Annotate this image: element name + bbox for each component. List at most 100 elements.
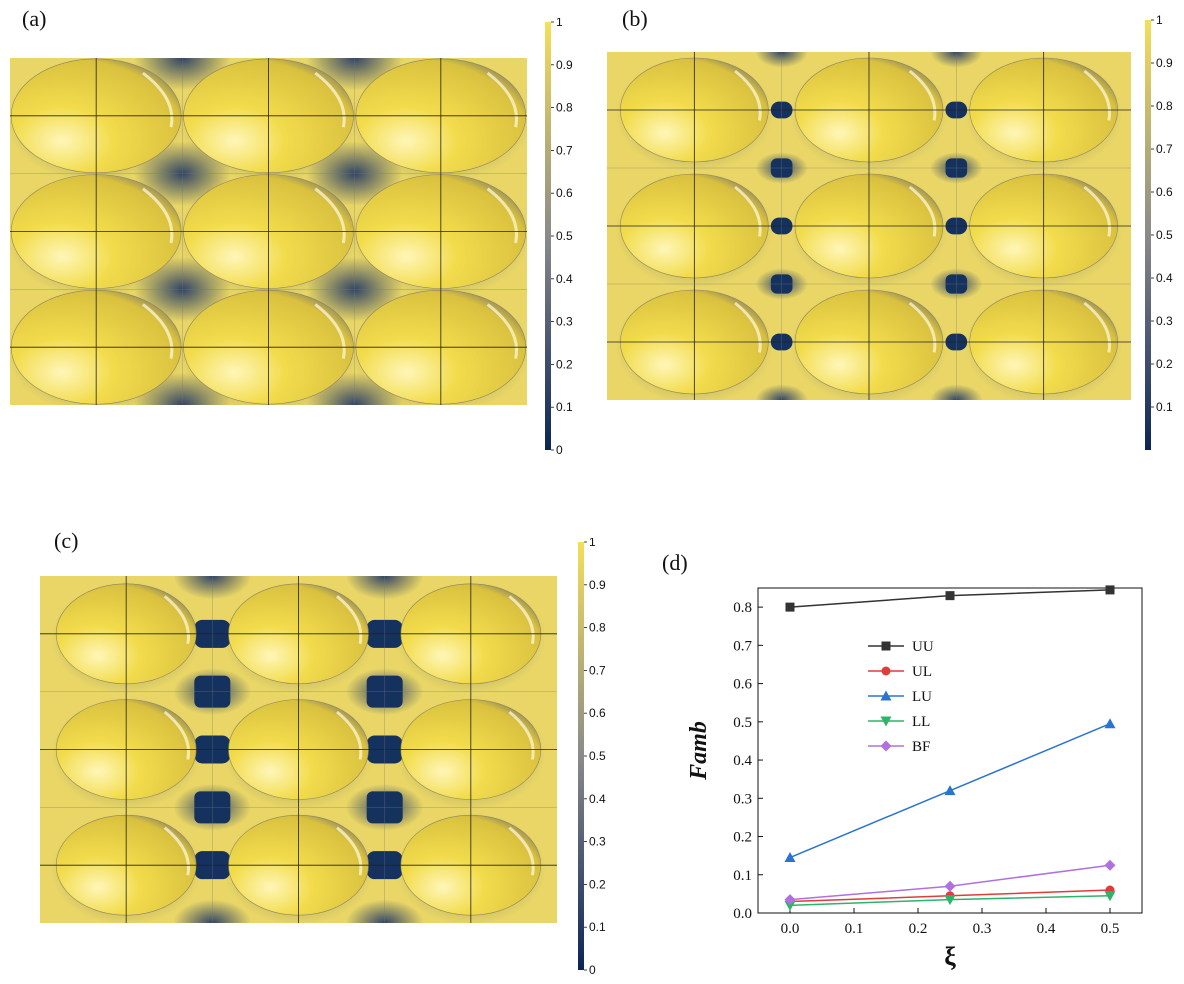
panel-b-label: (b) (622, 6, 648, 31)
legend-marker-uu (881, 641, 891, 651)
data-point-ll (1104, 891, 1116, 902)
data-point-lu (1104, 718, 1116, 729)
panel-d-label: (d) (662, 550, 688, 575)
legend-label-ll: LL (912, 714, 930, 730)
panel-b-field (607, 52, 1131, 400)
data-point-bf (784, 894, 796, 906)
a-colorbar-tick-label: 1 (556, 18, 563, 29)
panel-b-sphere-array (607, 52, 1131, 400)
panel-a-field (10, 58, 527, 405)
a-colorbar-tick-label: 0.5 (556, 229, 573, 243)
legend-marker-bf (880, 740, 892, 752)
a-sphere-glint (314, 71, 346, 128)
b-colorbar-tick-label: 0.9 (1156, 56, 1173, 70)
panel-c-field (40, 576, 557, 923)
data-point-ll (784, 900, 796, 911)
y-tick-label: 0.8 (733, 600, 752, 616)
b-colorbar-tick-label: 0.6 (1156, 185, 1173, 199)
data-point-uu (945, 591, 955, 601)
b-colorbar-tick-label: 0.5 (1156, 228, 1173, 242)
a-colorbar-tick-label: 0.6 (556, 186, 573, 200)
c-sphere-glint (336, 710, 363, 760)
panel-b-colorbar: 0.1 0.2 0.3 0.4 0.5 0.6 0.7 0.8 0.9 1 (1143, 13, 1183, 459)
panel-c-colorbar: 0 0.1 0.2 0.3 0.4 0.5 0.6 0.7 0.8 0.9 1 (576, 535, 616, 983)
c-colorbar-gradient (578, 542, 584, 970)
a-colorbar-tick-label: 0.3 (556, 315, 573, 329)
c-colorbar-tick-label: 0.2 (589, 877, 606, 891)
a-colorbar-tick-label: 0.1 (556, 400, 573, 414)
data-point-bf (1104, 859, 1116, 871)
c-colorbar-tick-label: 0.5 (589, 749, 606, 763)
c-colorbar-tick-label: 0.6 (589, 706, 606, 720)
c-sphere-glint (163, 710, 190, 760)
a-colorbar-tick-label: 0 (556, 443, 563, 457)
panel-d-line-chart: 0.0 0.1 0.2 0.3 0.4 0.5 0.6 0.7 0.8 0.0 0.1 0.2 0.3 0… (686, 585, 1143, 971)
b-colorbar-tick-label: 0.4 (1156, 271, 1173, 285)
b-sphere-glint (1083, 185, 1112, 237)
a-sphere-glint (486, 71, 518, 128)
c-colorbar-tick-label: 0.8 (589, 621, 606, 635)
a-sphere-glint (486, 187, 518, 244)
data-point-lu (784, 852, 796, 863)
b-colorbar-gradient (1145, 20, 1151, 450)
b-colorbar-tick-label: 0.2 (1156, 357, 1173, 371)
y-tick-label: 0.3 (733, 791, 752, 807)
b-colorbar-tick-label: 0.8 (1156, 99, 1173, 113)
a-sphere-glint (314, 187, 346, 244)
chart-frame (757, 587, 1143, 914)
data-point-bf (944, 880, 956, 892)
legend-label-uu: UU (912, 639, 934, 655)
panel-c-sphere-array (40, 576, 557, 923)
y-tick-label: 0.5 (733, 715, 752, 731)
a-colorbar-tick-label: 0.4 (556, 272, 573, 286)
c-sphere-glint (508, 826, 535, 876)
y-tick-label: 0.2 (733, 830, 752, 846)
b-sphere-glint (734, 301, 762, 353)
x-tick-label: 0.3 (973, 921, 992, 937)
b-sphere-glint (908, 69, 937, 121)
legend-marker-ul (881, 666, 891, 676)
x-tick-label: 0.4 (1037, 921, 1056, 937)
b-colorbar-tick-label: 0.1 (1156, 400, 1173, 414)
c-colorbar-tick-label: 0.9 (589, 578, 606, 592)
y-tick-label: 0.1 (733, 868, 752, 884)
a-colorbar-gradient (545, 22, 551, 450)
b-colorbar-tick-label: 0.7 (1156, 142, 1173, 156)
legend-label-ul: UL (912, 664, 932, 680)
a-sphere-glint (142, 187, 174, 244)
c-colorbar-tick-label: 0.7 (589, 663, 606, 677)
panel-a-colorbar: 0 0.1 0.2 0.3 0.4 0.5 0.6 0.7 0.8 0.9 1 (543, 15, 583, 463)
a-colorbar-tick-label: 0.7 (556, 143, 573, 157)
data-point-lu (944, 785, 956, 796)
c-sphere-glint (336, 595, 363, 645)
a-colorbar-tick-label: 0.9 (556, 58, 573, 72)
b-sphere-glint (908, 301, 937, 353)
y-tick-label: 0.0 (733, 906, 752, 922)
x-tick-label: 0.0 (781, 921, 800, 937)
x-tick-label: 0.1 (845, 921, 864, 937)
c-sphere-glint (508, 595, 535, 645)
legend-marker-ll (880, 716, 892, 727)
a-sphere-glint (314, 303, 346, 359)
x-tick-label: 0.2 (909, 921, 928, 937)
legend-marker-lu (880, 690, 892, 701)
c-colorbar-tick-label: 1 (589, 538, 596, 549)
a-colorbar-tick-label: 0.2 (556, 357, 573, 371)
b-sphere-glint (908, 185, 937, 237)
panel-a-sphere-array (10, 58, 527, 405)
data-point-ll (944, 895, 956, 906)
y-tick-label: 0.6 (733, 677, 752, 693)
y-tick-label: 0.4 (733, 753, 752, 769)
c-sphere-glint (163, 595, 190, 645)
b-sphere-glint (1083, 301, 1112, 353)
c-colorbar-tick-label: 0.1 (589, 920, 606, 934)
c-sphere-glint (336, 826, 363, 876)
panel-a-label: (a) (22, 6, 47, 31)
b-colorbar-tick-label: 0.3 (1156, 314, 1173, 328)
a-sphere-glint (142, 303, 174, 359)
a-sphere-glint (142, 71, 174, 128)
b-colorbar-tick-label: 1 (1156, 14, 1163, 27)
y-tick-label: 0.7 (733, 638, 752, 654)
a-sphere-glint (486, 303, 518, 359)
c-colorbar-tick-label: 0.4 (589, 792, 606, 806)
